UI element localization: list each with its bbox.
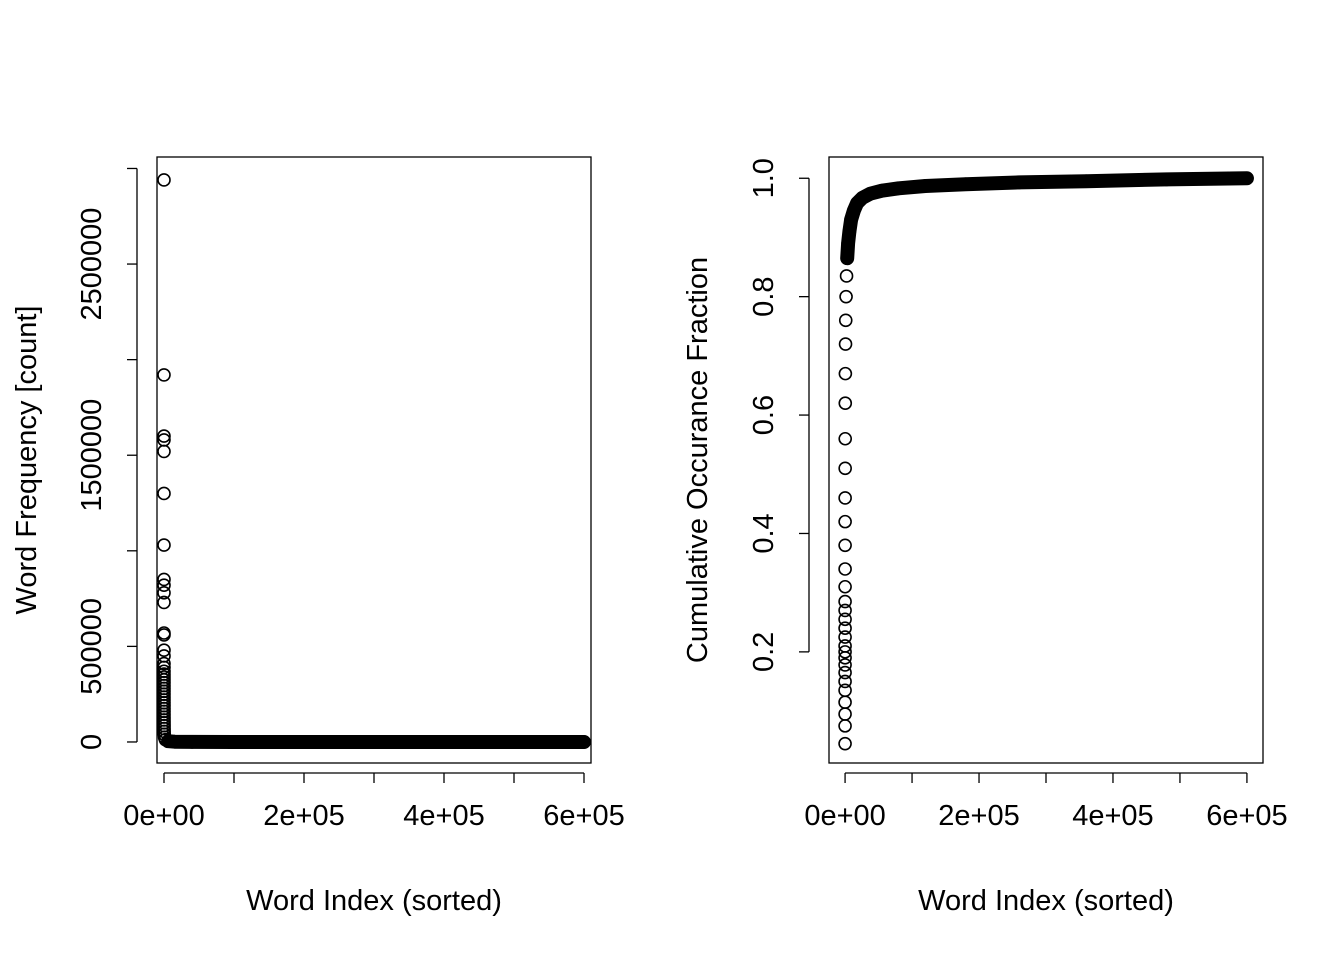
- data-point: [838, 719, 852, 733]
- y-tick-label: 0.2: [748, 632, 780, 672]
- data-point: [838, 431, 853, 446]
- right-y-axis-label: Cumulative Occurance Fraction: [682, 257, 714, 663]
- left-y-axis: 0 500000 1500000 2500000: [76, 167, 138, 750]
- data-point: [157, 628, 171, 642]
- y-tick-label: 0.4: [748, 513, 780, 553]
- data-point: [838, 396, 853, 411]
- left-scatter-panel: 0e+00 2e+05 4e+05 6e+05 0 500000 1500000 25000…: [11, 156, 625, 917]
- data-point: [838, 612, 852, 627]
- data-point: [157, 444, 171, 459]
- data-point: [838, 707, 852, 721]
- data-point: [838, 683, 852, 698]
- left-x-axis: 0e+00 2e+05 4e+05 6e+05: [123, 772, 625, 832]
- x-tick-label: 2e+05: [938, 800, 1019, 832]
- y-tick-label: 0.6: [748, 395, 780, 435]
- data-point: [157, 173, 171, 187]
- right-scatter-panel: 0e+00 2e+05 4e+05 6e+05 0.2 0.4 0.6 0.8 1.0 Wor…: [682, 156, 1288, 917]
- data-point: [838, 461, 852, 476]
- y-tick-label: 500000: [76, 598, 108, 695]
- data-point: [157, 643, 171, 658]
- data-point: [157, 656, 171, 671]
- data-point: [838, 658, 852, 672]
- y-tick-label: 1500000: [76, 399, 108, 512]
- data-point: [838, 562, 852, 576]
- data-point: [838, 337, 853, 351]
- right-x-axis-label: Word Index (sorted): [918, 885, 1174, 917]
- left-plot-frame: [156, 156, 592, 764]
- data-point: [839, 269, 854, 283]
- x-tick-label: 2e+05: [263, 800, 344, 832]
- x-tick-label: 4e+05: [403, 800, 484, 832]
- data-point: [157, 586, 171, 600]
- y-tick-label: 0.8: [748, 276, 780, 316]
- left-scatter-points: [157, 173, 591, 749]
- right-x-axis: 0e+00 2e+05 4e+05 6e+05: [804, 772, 1288, 832]
- data-point: [157, 572, 171, 587]
- y-tick-label: 2500000: [76, 208, 108, 321]
- data-point: [838, 603, 852, 618]
- data-point: [839, 289, 853, 304]
- data-point: [838, 695, 852, 709]
- x-tick-label: 4e+05: [1072, 800, 1153, 832]
- data-point: [838, 645, 852, 659]
- data-point: [838, 313, 853, 328]
- data-point: [157, 368, 171, 382]
- y-tick-label: 1.0: [748, 158, 780, 198]
- x-tick-label: 6e+05: [1206, 800, 1287, 832]
- data-point: [157, 578, 171, 593]
- dense-point-band: [840, 171, 1254, 266]
- data-point: [838, 594, 852, 609]
- left-y-axis-label: Word Frequency [count]: [11, 306, 43, 615]
- data-point: [838, 665, 852, 680]
- right-scatter-points: [838, 171, 1254, 751]
- x-tick-label: 6e+05: [543, 800, 624, 832]
- data-point: [838, 674, 852, 689]
- data-point: [838, 630, 852, 644]
- dense-point-band: [161, 734, 591, 749]
- data-point: [838, 736, 852, 751]
- data-point: [838, 514, 852, 529]
- data-point: [157, 429, 171, 443]
- right-plot-frame: [828, 156, 1264, 764]
- data-point: [838, 491, 852, 505]
- data-point: [157, 486, 171, 501]
- data-point: [838, 538, 852, 553]
- x-tick-label: 0e+00: [804, 800, 885, 832]
- x-tick-label: 0e+00: [123, 800, 204, 832]
- left-x-axis-label: Word Index (sorted): [246, 885, 502, 917]
- data-point: [838, 639, 852, 653]
- y-tick-label: 0: [76, 734, 108, 750]
- right-y-axis: 0.2 0.4 0.6 0.8 1.0: [748, 158, 810, 672]
- data-point: [838, 621, 852, 635]
- data-point: [157, 595, 171, 610]
- data-point: [838, 579, 852, 594]
- data-point: [838, 366, 853, 381]
- data-point: [157, 538, 171, 552]
